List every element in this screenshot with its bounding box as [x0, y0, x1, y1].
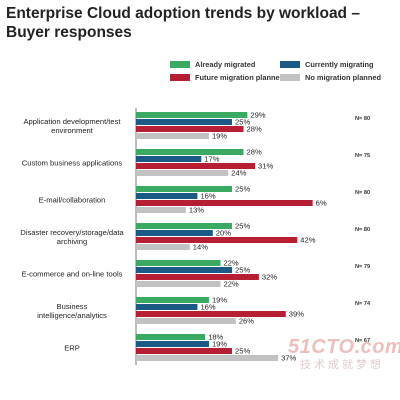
- bar: [136, 341, 209, 347]
- legend-swatch: [170, 61, 190, 68]
- data-label: 13%: [189, 206, 204, 215]
- bar: [136, 297, 209, 303]
- category-label: Disaster recovery/storage/data archiving: [20, 228, 124, 246]
- bar: [136, 244, 190, 250]
- bar: [136, 267, 232, 273]
- data-label: 25%: [235, 266, 250, 275]
- legend-label: Already migrated: [195, 60, 256, 69]
- sample-size-label: N= 80: [355, 227, 370, 233]
- bar: [136, 186, 232, 192]
- data-label: 26%: [239, 317, 254, 326]
- bar: [136, 119, 232, 125]
- bar: [136, 230, 213, 236]
- data-label: 25%: [235, 222, 250, 231]
- bar: [136, 355, 279, 361]
- bar: [136, 223, 232, 229]
- legend-swatch: [280, 61, 300, 68]
- bar: [136, 311, 286, 317]
- watermark-tagline: 技术成就梦想: [300, 359, 384, 371]
- chart-title: Enterprise Cloud adoption trends by work…: [6, 5, 360, 41]
- data-label: 37%: [281, 354, 296, 363]
- data-label: 25%: [235, 118, 250, 127]
- data-label: 6%: [316, 199, 327, 208]
- legend-item: Future migration planned: [170, 73, 284, 82]
- category-label: Custom business applications: [22, 159, 123, 168]
- data-label: 31%: [258, 162, 273, 171]
- category-label: Business intelligence/analytics: [37, 302, 107, 320]
- sample-size-label: N= 67: [355, 338, 370, 344]
- data-label: 22%: [223, 259, 238, 268]
- sample-size-label: N= 74: [355, 301, 371, 307]
- sample-size-label: N= 80: [355, 116, 370, 122]
- bar: [136, 112, 248, 118]
- data-label: 28%: [247, 125, 262, 134]
- bar: [136, 149, 244, 155]
- bar: [136, 133, 209, 139]
- bar: [136, 126, 244, 132]
- bar: [136, 207, 186, 213]
- bar: [136, 281, 221, 287]
- category-label: ERP: [64, 344, 80, 353]
- data-label: 29%: [250, 111, 265, 120]
- data-label: 19%: [212, 340, 227, 349]
- data-label: 16%: [200, 192, 215, 201]
- legend-swatch: [170, 74, 190, 81]
- legend-label: No migration planned: [305, 73, 381, 82]
- sample-size-label: N= 75: [355, 153, 370, 159]
- data-label: 20%: [216, 229, 231, 238]
- legend-label: Currently migrating: [305, 60, 374, 69]
- category-label: Application development/test environment: [23, 117, 121, 135]
- data-label: 14%: [193, 243, 208, 252]
- bar: [136, 274, 259, 280]
- sample-size-label: N= 79: [355, 264, 370, 270]
- data-label: 19%: [212, 296, 227, 305]
- sample-size-label: N= 80: [355, 190, 370, 196]
- watermark: 51CTO.com 技术成就梦想: [288, 336, 400, 372]
- data-label: 25%: [235, 347, 250, 356]
- bar: [136, 200, 313, 206]
- legend-swatch: [280, 74, 300, 81]
- bar: [136, 193, 198, 199]
- data-label: 32%: [262, 273, 277, 282]
- bar: [136, 163, 256, 169]
- watermark-logo: 51CTO.com: [288, 336, 400, 358]
- legend-item: Already migrated: [170, 60, 255, 69]
- bar: [136, 260, 221, 266]
- data-label: 25%: [235, 185, 250, 194]
- bar: [136, 348, 232, 354]
- data-label: 22%: [223, 280, 238, 289]
- bar: [136, 170, 229, 176]
- data-label: 42%: [300, 236, 315, 245]
- bar: [136, 304, 198, 310]
- data-label: 16%: [200, 303, 215, 312]
- category-label: E-mail/collaboration: [39, 196, 106, 205]
- data-label: 17%: [204, 155, 219, 164]
- data-label: 19%: [212, 132, 227, 141]
- legend-item: No migration planned: [280, 73, 381, 82]
- legend-item: Currently migrating: [280, 60, 374, 69]
- category-label: E-commerce and on-line tools: [22, 270, 123, 279]
- bar: [136, 156, 202, 162]
- data-label: 39%: [289, 310, 304, 319]
- data-label: 28%: [247, 148, 262, 157]
- bar: [136, 237, 298, 243]
- data-label: 24%: [231, 169, 246, 178]
- bar: [136, 318, 236, 324]
- data-label: 18%: [208, 333, 223, 342]
- legend-label: Future migration planned: [195, 73, 285, 82]
- bar: [136, 334, 206, 340]
